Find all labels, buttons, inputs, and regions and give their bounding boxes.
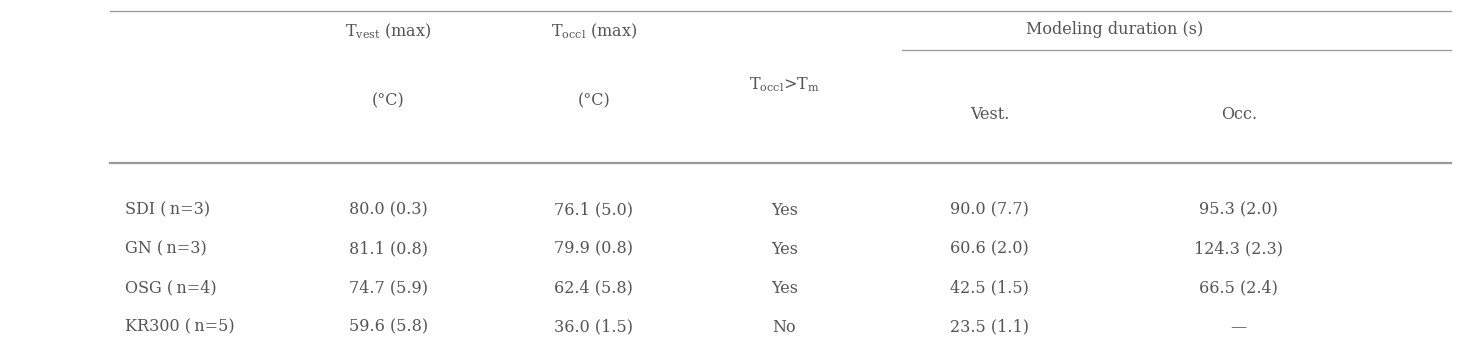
Text: OSG ( n=4): OSG ( n=4) <box>125 280 217 297</box>
Text: 124.3 (2.3): 124.3 (2.3) <box>1195 241 1283 258</box>
Text: 42.5 (1.5): 42.5 (1.5) <box>950 280 1029 297</box>
Text: 80.0 (0.3): 80.0 (0.3) <box>349 202 428 219</box>
Text: 81.1 (0.8): 81.1 (0.8) <box>349 241 428 258</box>
Text: (°C): (°C) <box>372 92 405 109</box>
Text: 90.0 (7.7): 90.0 (7.7) <box>950 202 1029 219</box>
Text: 66.5 (2.4): 66.5 (2.4) <box>1199 280 1278 297</box>
Text: GN ( n=3): GN ( n=3) <box>125 241 207 258</box>
Text: 36.0 (1.5): 36.0 (1.5) <box>554 319 633 336</box>
Text: No: No <box>773 319 796 336</box>
Text: T$_\mathregular{occl}$>T$_\mathregular{m}$: T$_\mathregular{occl}$>T$_\mathregular{m… <box>749 76 819 94</box>
Text: 95.3 (2.0): 95.3 (2.0) <box>1199 202 1278 219</box>
Text: Yes: Yes <box>771 202 798 219</box>
Text: Yes: Yes <box>771 241 798 258</box>
Text: 76.1 (5.0): 76.1 (5.0) <box>554 202 633 219</box>
Text: 62.4 (5.8): 62.4 (5.8) <box>554 280 633 297</box>
Text: T$_\mathregular{vest}$ (max): T$_\mathregular{vest}$ (max) <box>345 21 432 41</box>
Text: KR300 ( n=5): KR300 ( n=5) <box>125 319 235 336</box>
Text: 60.6 (2.0): 60.6 (2.0) <box>950 241 1029 258</box>
Text: 23.5 (1.1): 23.5 (1.1) <box>950 319 1029 336</box>
Text: Occ.: Occ. <box>1221 106 1256 123</box>
Text: SDI ( n=3): SDI ( n=3) <box>125 202 210 219</box>
Text: 74.7 (5.9): 74.7 (5.9) <box>349 280 428 297</box>
Text: Vest.: Vest. <box>970 106 1009 123</box>
Text: —: — <box>1231 319 1246 336</box>
Text: T$_\mathregular{occl}$ (max): T$_\mathregular{occl}$ (max) <box>551 21 636 41</box>
Text: 79.9 (0.8): 79.9 (0.8) <box>554 241 633 258</box>
Text: Modeling duration (s): Modeling duration (s) <box>1026 21 1202 38</box>
Text: 59.6 (5.8): 59.6 (5.8) <box>349 319 428 336</box>
Text: Yes: Yes <box>771 280 798 297</box>
Text: (°C): (°C) <box>578 92 610 109</box>
